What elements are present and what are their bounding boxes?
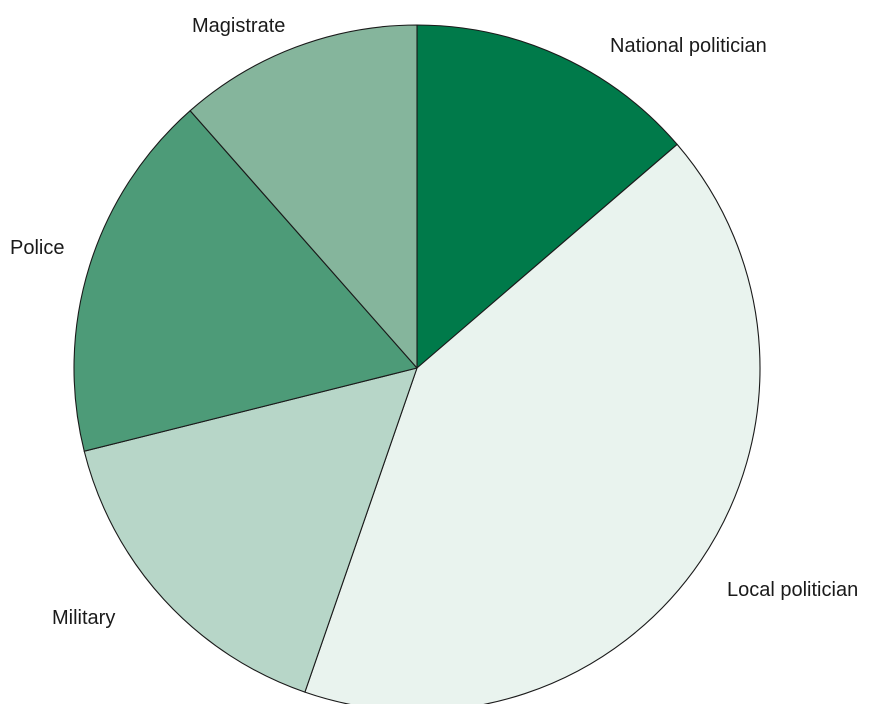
pie-labels: National politician Local politician Milit… [10,15,858,629]
pie-slice-military [83,367,418,693]
pie-label-police: Police [10,237,64,259]
pie-slice-police [73,110,418,452]
pie-label-local-politician: Local politician [727,579,858,601]
pie-slice-local-politician [304,143,761,704]
pie-slice-national-politician [416,24,678,369]
pie-slice-magistrate [189,24,418,369]
pie-label-magistrate: Magistrate [192,15,285,37]
pie-label-national-politician: National politician [610,35,767,57]
pie-label-military: Military [52,607,115,629]
pie-slices [73,24,761,704]
